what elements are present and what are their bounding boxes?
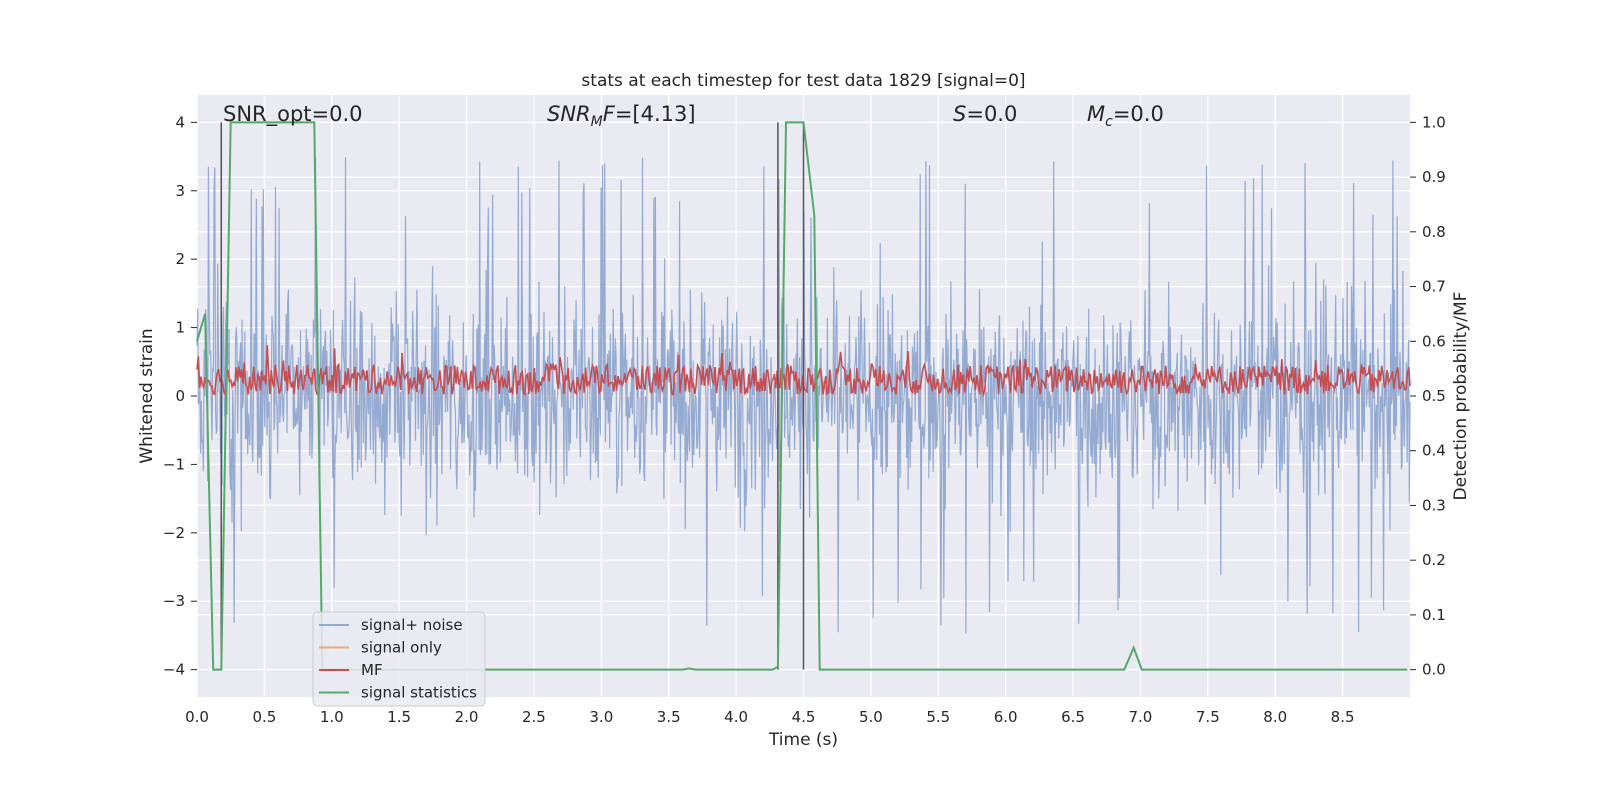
y-tick-label-left: 0 [175, 387, 185, 405]
annotation-s: S=0.0 [953, 102, 1017, 126]
y-tick-label-left: −3 [163, 592, 185, 610]
x-tick-label: 1.0 [320, 708, 344, 726]
y-axis-label-left: Whitened strain [137, 328, 157, 463]
y-tick-label-right: 0.8 [1422, 223, 1446, 241]
annotation-snr-opt: SNR_opt=0.0 [223, 102, 363, 127]
annotation-snr-mf-value: =[4.13] [615, 102, 696, 126]
legend-label: MF [361, 661, 383, 679]
legend-label: signal statistics [361, 684, 477, 702]
x-axis-label: Time (s) [768, 730, 838, 750]
y-tick-label-right: 0.9 [1422, 168, 1446, 186]
y-tick-label-right: 0.2 [1422, 551, 1446, 569]
y-tick-label-right: 0.6 [1422, 332, 1446, 350]
x-tick-label: 6.0 [994, 708, 1018, 726]
annotation-s-label: S [953, 102, 966, 126]
annotation-mc-label: M [1087, 102, 1105, 126]
x-tick-label: 8.5 [1331, 708, 1355, 726]
annotation-s-value: =0.0 [966, 102, 1017, 126]
y-tick-label-right: 0.1 [1422, 606, 1446, 624]
chart-title: stats at each timestep for test data 182… [581, 71, 1025, 91]
y-axis-label-right: Detection probability/MF [1451, 292, 1471, 501]
x-tick-label: 2.5 [522, 708, 546, 726]
legend-box [312, 611, 486, 707]
annotation-snr-mf-prefix: SNR [547, 102, 591, 126]
x-tick-label: 4.5 [792, 708, 816, 726]
y-tick-label-left: 2 [175, 250, 185, 268]
x-tick-label: 1.5 [387, 708, 411, 726]
annotation-mc-value: =0.0 [1113, 102, 1164, 126]
x-tick-label: 0.0 [185, 708, 209, 726]
x-tick-label: 7.5 [1196, 708, 1220, 726]
series-signal-statistics [196, 121, 1408, 671]
y-tick-label-right: 0.7 [1422, 278, 1446, 296]
y-tick-label-right: 0.4 [1422, 442, 1446, 460]
y-tick-label-left: −1 [163, 455, 185, 473]
y-tick-label-left: 1 [175, 319, 185, 337]
y-tick-label-left: 3 [175, 182, 185, 200]
x-tick-label: 5.0 [859, 708, 883, 726]
legend-label: signal only [361, 639, 442, 657]
y-tick-label-left: 4 [175, 113, 185, 131]
annotation-mc-sub: c [1105, 114, 1113, 130]
y-tick-label-right: 0.5 [1422, 387, 1446, 405]
x-tick-label: 7.0 [1129, 708, 1153, 726]
y-tick-label-right: 0.0 [1422, 661, 1446, 679]
legend-entries: signal+ noise signal only MF signal statist… [319, 616, 477, 702]
x-tick-label: 3.0 [589, 708, 613, 726]
y-tick-label-right: 1.0 [1422, 113, 1446, 131]
x-tick-label: 3.5 [657, 708, 681, 726]
legend: signal+ noise signal only MF signal statist… [312, 611, 486, 707]
x-tick-label: 5.5 [926, 708, 950, 726]
signal-statistics-line [196, 121, 1408, 671]
vertical-markers [220, 122, 805, 670]
annotation-snr-mf-suffix-f: F [603, 102, 616, 126]
x-tick-label: 4.0 [724, 708, 748, 726]
tick-labels: 0.0 0.5 1.0 1.5 2.0 2.5 3.0 3.5 4.0 4.5 5.0 5.5 6.0 6… [163, 113, 1446, 726]
x-tick-label: 0.5 [252, 708, 276, 726]
y-tick-label-right: 0.3 [1422, 496, 1446, 514]
x-tick-label: 6.5 [1061, 708, 1085, 726]
x-tick-label: 2.0 [455, 708, 479, 726]
annotation-snr-mf-sub: M [591, 114, 603, 130]
legend-label: signal+ noise [361, 616, 463, 634]
x-tick-label: 8.0 [1263, 708, 1287, 726]
y-tick-label-left: −2 [163, 524, 185, 542]
annotation-mc: Mc=0.0 [1087, 102, 1164, 130]
y-tick-label-left: −4 [163, 661, 185, 679]
annotation-snr-mf: SNRMF=[4.13] [547, 102, 696, 130]
